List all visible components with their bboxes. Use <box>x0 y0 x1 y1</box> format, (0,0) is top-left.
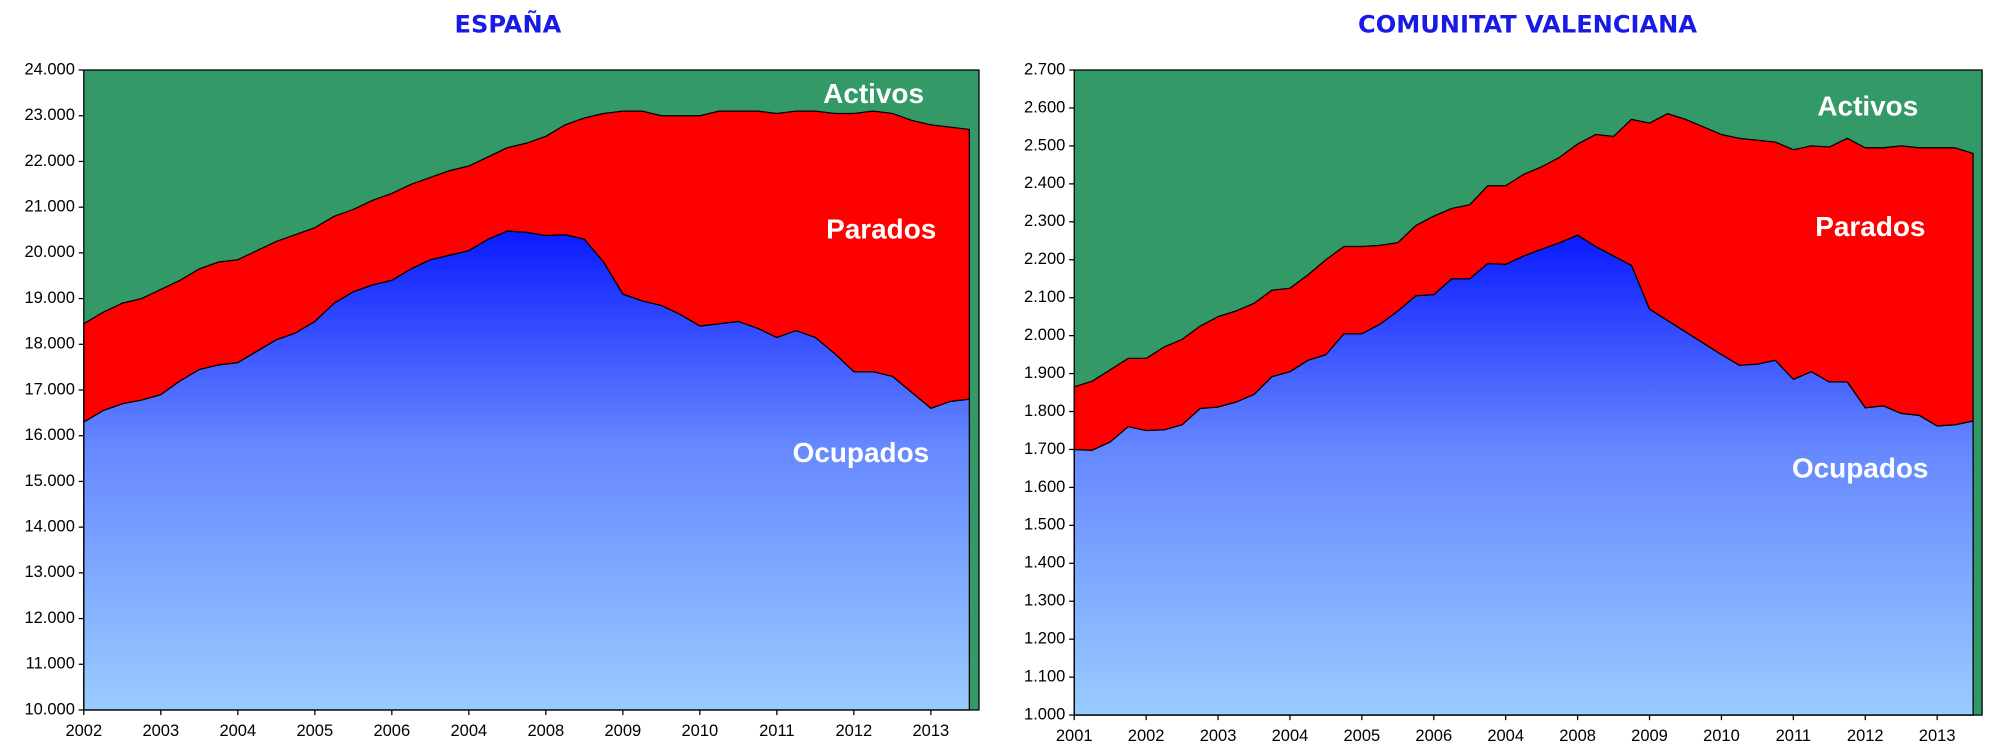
chart: ESPAÑA 10.000 11.000 12.000 13.000 14.000 15.0… <box>24 10 980 740</box>
y-tick-label: 2.400 <box>1024 174 1065 192</box>
x-tick-label: 2012 <box>835 722 872 740</box>
y-tick-label: 24.000 <box>24 60 74 78</box>
x-tick-label: 2004 <box>1487 727 1524 745</box>
x-tick-label: 2012 <box>1847 727 1884 745</box>
y-tick-label: 11.000 <box>26 655 75 673</box>
y-tick-label: 1.700 <box>1024 440 1065 458</box>
x-tick-label: 2004 <box>450 722 487 740</box>
series-label: Ocupados <box>1792 452 1929 483</box>
y-tick-label: 23.000 <box>24 106 74 124</box>
x-tick-label: 2010 <box>1703 727 1740 745</box>
area-parados <box>1073 113 1974 451</box>
y-tick-label: 2.300 <box>1024 212 1065 230</box>
x-tick-label: 2001 <box>1056 727 1093 745</box>
total-label: Activos <box>823 78 924 109</box>
x-tick-label: 2009 <box>1631 727 1668 745</box>
y-tick-label: 2.000 <box>1024 326 1065 344</box>
y-tick-label: 1.800 <box>1024 402 1065 420</box>
y-tick-label: 1.900 <box>1024 364 1065 382</box>
x-tick-label: 2003 <box>1200 727 1237 745</box>
y-tick-label: 14.000 <box>24 518 74 536</box>
x-tick-label: 2008 <box>1559 727 1596 745</box>
x-tick-label: 2008 <box>527 722 564 740</box>
chart: COMUNITAT VALENCIANA 1.000 1.100 1.200 1.300… <box>1024 11 1983 745</box>
x-tick-label: 2006 <box>373 722 410 740</box>
y-tick-label: 1.200 <box>1024 630 1065 648</box>
y-tick-label: 1.100 <box>1024 667 1065 685</box>
y-tick-label: 12.000 <box>24 609 74 627</box>
y-tick-label: 19.000 <box>24 289 74 307</box>
y-tick-label: 1.000 <box>1024 705 1065 723</box>
y-tick-label: 1.500 <box>1024 516 1065 534</box>
series-label: Parados <box>1815 211 1925 242</box>
chart-title: COMUNITAT VALENCIANA <box>1358 11 1697 39</box>
y-tick-label: 18.000 <box>24 335 74 353</box>
y-tick-label: 13.000 <box>24 563 74 581</box>
x-tick-label: 2011 <box>1776 727 1811 745</box>
y-tick-label: 1.300 <box>1024 592 1065 610</box>
y-tick-label: 15.000 <box>24 472 74 490</box>
x-tick-label: 2004 <box>1272 727 1309 745</box>
area-parados <box>83 110 971 423</box>
y-tick-label: 2.700 <box>1024 60 1065 78</box>
x-tick-label: 2010 <box>681 722 718 740</box>
series-label: Ocupados <box>793 437 930 468</box>
y-tick-label: 17.000 <box>24 380 74 398</box>
x-tick-label: 2006 <box>1415 727 1452 745</box>
chart-title: ESPAÑA <box>455 10 562 39</box>
y-tick-label: 10.000 <box>24 700 74 718</box>
plot-frame <box>1073 69 1983 716</box>
y-tick-label: 2.600 <box>1024 98 1065 116</box>
x-tick-label: 2011 <box>759 722 794 740</box>
x-tick-label: 2002 <box>1128 727 1165 745</box>
y-tick-label: 1.400 <box>1024 554 1065 572</box>
x-tick-label: 2013 <box>1919 727 1956 745</box>
x-tick-label: 2009 <box>604 722 641 740</box>
y-tick-label: 22.000 <box>24 152 74 170</box>
x-tick-label: 2002 <box>65 722 102 740</box>
y-tick-label: 21.000 <box>24 198 74 216</box>
y-tick-label: 16.000 <box>24 426 74 444</box>
y-tick-label: 2.100 <box>1024 288 1065 306</box>
series-label: Parados <box>826 214 936 245</box>
x-tick-label: 2005 <box>1344 727 1381 745</box>
x-tick-label: 2004 <box>219 722 256 740</box>
x-tick-label: 2005 <box>296 722 333 740</box>
y-tick-label: 2.500 <box>1024 136 1065 154</box>
x-tick-label: 2013 <box>913 722 950 740</box>
y-tick-label: 20.000 <box>24 243 74 261</box>
y-tick-label: 1.600 <box>1024 478 1065 496</box>
y-tick-label: 2.200 <box>1024 250 1065 268</box>
x-tick-label: 2003 <box>142 722 179 740</box>
total-label: Activos <box>1817 90 1918 121</box>
